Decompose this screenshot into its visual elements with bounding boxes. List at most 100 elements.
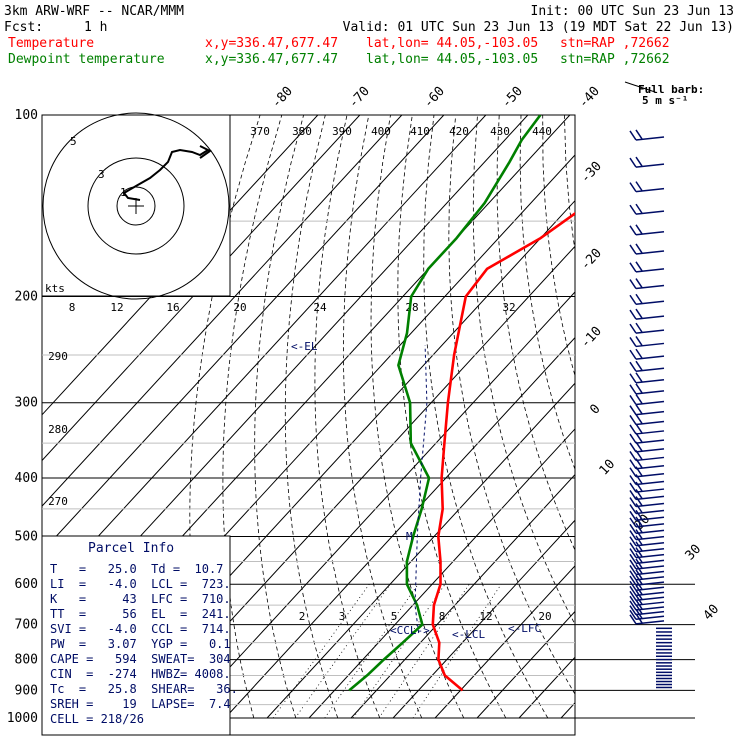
wind-barb-flag bbox=[635, 423, 643, 434]
isotherm-line bbox=[266, 382, 575, 719]
dry-adiabat bbox=[651, 115, 740, 718]
pressure-label: 1000 bbox=[7, 711, 38, 726]
wind-barb-staff bbox=[635, 586, 665, 592]
wind-barb-flag bbox=[635, 516, 643, 527]
wind-barb bbox=[629, 203, 665, 215]
hodograph-trace bbox=[122, 148, 209, 201]
wind-barb bbox=[629, 336, 665, 348]
dewpoint-xy: x,y=336.47,677.47 bbox=[205, 52, 338, 67]
wind-barb-flag bbox=[635, 243, 643, 254]
dry-adiabat bbox=[284, 115, 339, 719]
mixing-ratio-labels: 2 3 5 8 12 20 bbox=[299, 610, 552, 623]
isotherm-label: -80 bbox=[269, 84, 296, 111]
wind-barb bbox=[629, 348, 665, 360]
temperature-legend: Temperature bbox=[8, 36, 94, 51]
wind-barb-staff bbox=[635, 464, 665, 470]
wind-barb-flag bbox=[635, 541, 643, 552]
wind-barb-flag bbox=[629, 530, 637, 541]
dewpoint-line bbox=[348, 115, 542, 692]
wind-barb-flag bbox=[635, 293, 643, 304]
wind-barb-staff bbox=[635, 430, 665, 435]
mixing-ratio-line bbox=[294, 583, 391, 719]
wind-barb-flag bbox=[635, 322, 643, 333]
wind-barb bbox=[629, 541, 665, 553]
dewpoint-latlon: lat,lon= 44.05,-103.05 bbox=[366, 52, 538, 67]
theta-label: 390 bbox=[332, 125, 352, 138]
wind-barb-flag bbox=[629, 294, 637, 305]
wind-barb bbox=[629, 503, 665, 515]
wind-barb bbox=[629, 522, 665, 535]
pressure-label: 200 bbox=[15, 290, 38, 305]
parcel-info-row: CELL = 218/26 bbox=[50, 712, 144, 726]
wind-barb-flag bbox=[629, 605, 637, 616]
wind-barb-staff bbox=[635, 342, 665, 348]
wind-barb-flag bbox=[635, 589, 643, 600]
wind-barb-staff bbox=[635, 439, 665, 444]
wind-barb bbox=[629, 394, 665, 406]
mixing-ratio-label: 12 bbox=[479, 610, 492, 623]
parcel-info-row: SVI = -4.0 CCL = 714. bbox=[50, 622, 231, 636]
wind-barb-staff bbox=[635, 541, 665, 547]
wind-barb-staff bbox=[635, 570, 665, 576]
hodograph: 5 3 1 kts bbox=[41, 112, 231, 300]
hodograph-ring-label: 5 bbox=[70, 135, 77, 148]
pressure-label: 500 bbox=[15, 529, 38, 544]
wind-barb-staff bbox=[635, 390, 665, 395]
wind-barb bbox=[629, 564, 665, 576]
wind-barb-flag bbox=[635, 569, 643, 580]
parcel-info-row: LI = -4.0 LCL = 723. bbox=[50, 577, 231, 591]
isotherm-label: 0 bbox=[587, 402, 603, 418]
wind-barb-flag bbox=[635, 535, 643, 546]
wind-barb-flag bbox=[629, 204, 637, 215]
dry-adiabat bbox=[314, 115, 381, 719]
wind-barb-flag bbox=[629, 384, 637, 395]
isotherm-line bbox=[42, 115, 445, 553]
wind-barb-staff bbox=[635, 495, 665, 501]
mixing-ratio-label: 5 bbox=[391, 610, 398, 623]
wind-barb-staff bbox=[635, 187, 665, 193]
wind-barb-staff bbox=[635, 136, 665, 141]
parcel-info-title: Parcel Info bbox=[88, 541, 174, 556]
wind-barb-staff bbox=[635, 420, 665, 426]
wind-barb-flag bbox=[635, 156, 643, 167]
wind-barb-staff bbox=[635, 581, 665, 586]
wind-barb-flag bbox=[635, 529, 643, 540]
wind-barb-flag bbox=[635, 129, 643, 140]
parcel-info-box: Parcel Info T = 25.0 Td = 10.7 LI = -4.0… bbox=[41, 535, 238, 736]
wind-barb-flag bbox=[629, 542, 637, 553]
wind-barb bbox=[629, 466, 665, 478]
wind-barb-flag bbox=[635, 547, 643, 558]
mixing-ratio-line bbox=[378, 583, 470, 719]
wind-barb-flag bbox=[629, 424, 637, 435]
wind-barb-flag bbox=[629, 565, 637, 575]
wind-barb bbox=[629, 599, 665, 611]
parcel-path bbox=[414, 345, 428, 634]
hodograph-units: kts bbox=[45, 282, 65, 295]
isotherm-label: -60 bbox=[421, 84, 448, 111]
parcel-info-row: CIN = -274 HWBZ= 4008. bbox=[50, 667, 231, 681]
wind-barb-staff bbox=[635, 329, 665, 334]
wind-barb-flag bbox=[629, 182, 637, 193]
wind-barb-staff bbox=[635, 315, 665, 320]
barb-legend-line2: 5 m s⁻¹ bbox=[642, 94, 688, 107]
wind-barb-flag bbox=[629, 395, 637, 405]
wind-barb-flag bbox=[635, 522, 643, 533]
parcel-info-row: SREH = 19 LAPSE= 7.4 bbox=[50, 697, 231, 711]
wind-barb bbox=[629, 441, 665, 453]
wind-barb-flag bbox=[629, 600, 637, 611]
wind-speed-scale: 8 12 16 20 24 28 32 bbox=[69, 301, 516, 314]
wind-barb-flag bbox=[635, 360, 643, 371]
wind-barb-staff bbox=[635, 591, 665, 597]
theta-side-label: 270 bbox=[48, 495, 68, 508]
wind-barb-flag bbox=[635, 481, 643, 492]
dry-adiabat bbox=[586, 115, 740, 718]
isotherm-line bbox=[42, 115, 361, 462]
wind-barb-flag bbox=[635, 458, 643, 469]
lcl-marker: <-LCL bbox=[452, 628, 485, 641]
wind-barb bbox=[629, 569, 665, 581]
parcel-marker: M bbox=[406, 530, 413, 543]
wind-barbs bbox=[629, 129, 672, 689]
wind-barb-flag bbox=[635, 488, 643, 499]
dewpoint-legend: Dewpoint temperature bbox=[8, 52, 165, 67]
isotherm-label: -50 bbox=[499, 84, 526, 111]
